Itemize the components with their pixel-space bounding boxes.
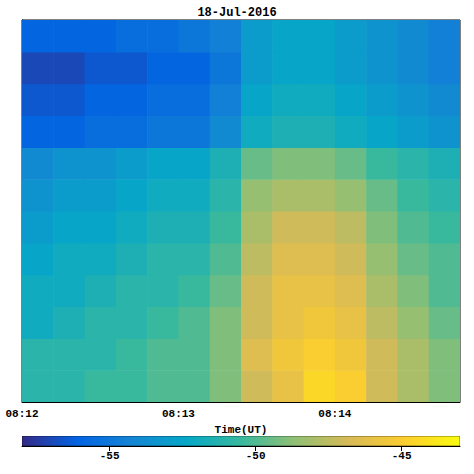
- svg-text:-50: -50: [246, 450, 266, 462]
- svg-text:08:12: 08:12: [5, 408, 38, 420]
- svg-text:18-Jul-2016: 18-Jul-2016: [197, 6, 276, 20]
- svg-text:08:14: 08:14: [318, 408, 351, 420]
- svg-text:Time(UT): Time(UT): [215, 424, 268, 436]
- svg-text:-55: -55: [100, 450, 120, 462]
- svg-text:08:13: 08:13: [162, 408, 195, 420]
- svg-text:-45: -45: [392, 450, 412, 462]
